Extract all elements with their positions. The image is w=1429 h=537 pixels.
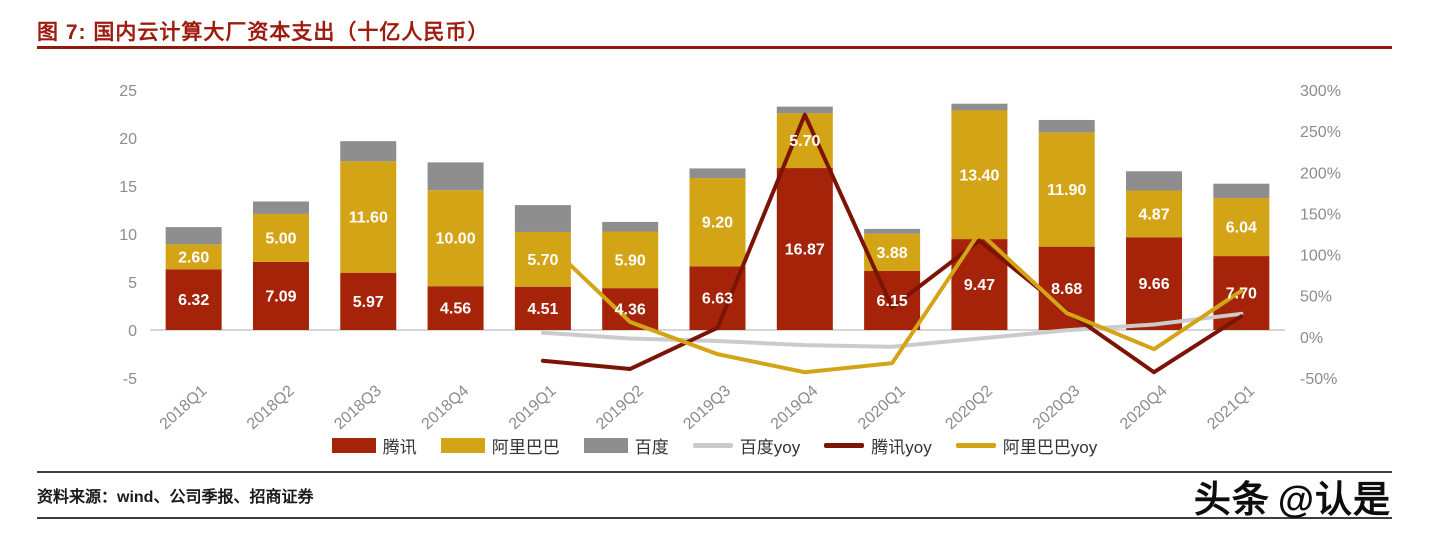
svg-text:9.66: 9.66	[1138, 276, 1169, 293]
svg-text:-5: -5	[123, 371, 137, 388]
legend-line-swatch-icon	[824, 443, 865, 448]
svg-text:15: 15	[119, 179, 137, 196]
svg-text:100%: 100%	[1300, 248, 1341, 265]
svg-text:5: 5	[128, 275, 137, 292]
svg-text:250%: 250%	[1300, 124, 1341, 141]
legend-label: 阿里巴巴yoy	[1002, 438, 1098, 457]
svg-text:2.60: 2.60	[178, 249, 209, 266]
svg-text:2019Q4: 2019Q4	[768, 382, 822, 433]
svg-text:2020Q1: 2020Q1	[855, 382, 909, 433]
legend-bar-swatch-icon	[440, 438, 485, 453]
legend-label: 腾讯yoy	[871, 438, 932, 457]
legend-item-腾讯: 腾讯	[331, 433, 417, 458]
svg-text:2019Q1: 2019Q1	[506, 382, 560, 433]
svg-text:8.68: 8.68	[1051, 281, 1082, 298]
svg-text:2018Q3: 2018Q3	[331, 382, 385, 433]
legend-bar-swatch-icon	[331, 438, 376, 453]
legend-label: 百度	[634, 438, 669, 457]
svg-text:11.90: 11.90	[1047, 182, 1086, 199]
svg-text:4.36: 4.36	[615, 302, 646, 319]
chart-legend: 腾讯 阿里巴巴 百度 百度yoy 腾讯yoy 阿里巴巴yoy	[0, 433, 1429, 458]
axis-tick-labels: 25 20 15 10 5 0 -5 300% 250% 200% 150% 100% 50% 0% -50…	[119, 83, 1341, 388]
x-axis-labels: 2018Q1 2018Q2 2018Q3 2018Q4 2019Q1 2019Q2 2019…	[157, 382, 1258, 433]
stacked-bars	[165, 103, 1270, 330]
svg-text:25: 25	[119, 83, 137, 100]
footer-rule-bottom	[37, 517, 1392, 519]
svg-text:5.90: 5.90	[615, 252, 646, 269]
legend-item-百度: 百度	[583, 433, 669, 458]
svg-text:3.88: 3.88	[877, 245, 908, 262]
svg-text:11.60: 11.60	[349, 210, 388, 227]
legend-item-阿里巴巴yoy: 阿里巴巴yoy	[955, 433, 1098, 458]
yoy-lines	[540, 112, 1244, 375]
svg-text:2018Q1: 2018Q1	[157, 382, 211, 433]
legend-item-阿里巴巴: 阿里巴巴	[440, 433, 560, 458]
svg-text:4.51: 4.51	[527, 301, 558, 318]
svg-text:2020Q3: 2020Q3	[1030, 382, 1084, 433]
svg-text:-50%: -50%	[1300, 371, 1337, 388]
svg-text:2020Q4: 2020Q4	[1117, 382, 1171, 433]
腾讯yoy-line	[540, 112, 1244, 375]
svg-text:10.00: 10.00	[436, 231, 476, 248]
svg-text:5.70: 5.70	[789, 133, 820, 150]
svg-text:2019Q3: 2019Q3	[680, 382, 734, 433]
bar-value-labels: 6.32 2.60 7.09 5.00 5.97 11.60 4.56 10.00 4.51 5.…	[178, 133, 1257, 318]
svg-text:13.40: 13.40	[959, 167, 999, 184]
svg-text:6.32: 6.32	[178, 292, 209, 309]
svg-text:4.87: 4.87	[1138, 206, 1169, 223]
svg-text:6.04: 6.04	[1226, 220, 1257, 237]
legend-label: 腾讯	[382, 438, 417, 457]
legend-bar-swatch-icon	[583, 438, 628, 453]
svg-text:5.70: 5.70	[527, 252, 558, 269]
svg-text:9.20: 9.20	[702, 215, 733, 232]
watermark: 头条 @认是	[1194, 469, 1391, 523]
watermark-handle: @认是	[1277, 479, 1391, 520]
watermark-brand: 头条	[1193, 479, 1270, 520]
legend-item-百度yoy: 百度yoy	[692, 433, 801, 458]
svg-text:0%: 0%	[1300, 330, 1323, 347]
figure-title: 图 7: 国内云计算大厂资本支出（十亿人民币）	[37, 21, 490, 44]
svg-text:6.63: 6.63	[702, 291, 733, 308]
svg-text:4.56: 4.56	[440, 301, 471, 318]
svg-text:2021Q1: 2021Q1	[1204, 382, 1258, 433]
svg-text:200%: 200%	[1300, 165, 1341, 182]
svg-text:150%: 150%	[1300, 206, 1341, 223]
svg-text:2018Q2: 2018Q2	[244, 382, 298, 433]
legend-line-swatch-icon	[955, 443, 996, 448]
capex-stacked-bar-chart: 25 20 15 10 5 0 -5 300% 250% 200% 150% 100% 50% 0% -50…	[119, 83, 1341, 433]
legend-line-swatch-icon	[692, 443, 733, 448]
title-underline	[37, 46, 1392, 49]
svg-text:300%: 300%	[1300, 83, 1341, 100]
svg-text:2018Q4: 2018Q4	[419, 382, 473, 433]
svg-text:10: 10	[119, 227, 137, 244]
svg-text:7.09: 7.09	[265, 288, 296, 305]
svg-text:16.87: 16.87	[785, 242, 825, 259]
legend-label: 阿里巴巴	[491, 438, 560, 457]
svg-text:5.00: 5.00	[265, 230, 296, 247]
footer-rule-top	[37, 471, 1392, 473]
svg-text:6.15: 6.15	[877, 293, 908, 310]
阿里巴巴yoy-line	[540, 230, 1244, 375]
百度yoy-line	[540, 311, 1244, 349]
svg-text:2020Q2: 2020Q2	[942, 382, 996, 433]
svg-text:5.97: 5.97	[353, 294, 384, 311]
svg-text:0: 0	[128, 323, 137, 340]
svg-text:2019Q2: 2019Q2	[593, 382, 647, 433]
source-note: 资料来源：wind、公司季报、招商证券	[37, 489, 314, 506]
svg-text:9.47: 9.47	[964, 277, 995, 294]
svg-text:20: 20	[119, 131, 137, 148]
svg-text:50%: 50%	[1300, 289, 1332, 306]
legend-label: 百度yoy	[739, 438, 801, 457]
svg-text:7.70: 7.70	[1226, 286, 1257, 303]
legend-item-腾讯yoy: 腾讯yoy	[824, 433, 932, 458]
